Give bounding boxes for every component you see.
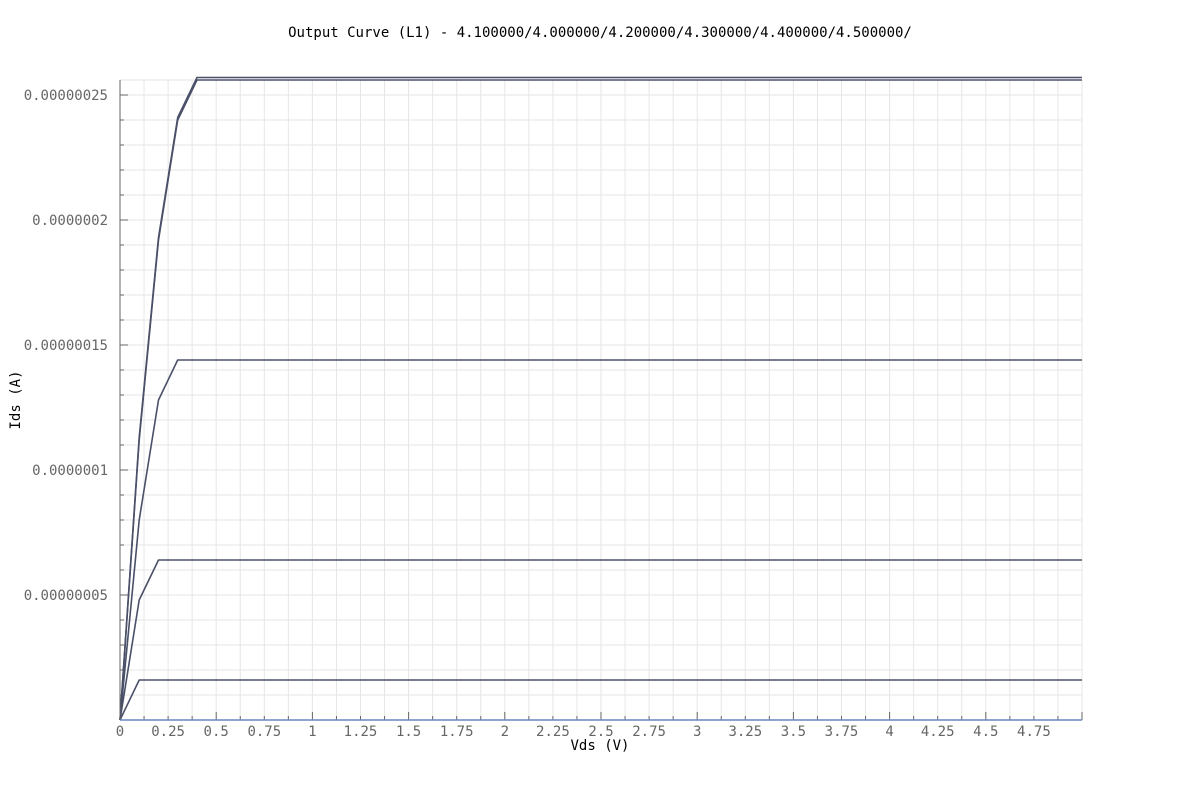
x-tick-label: 1.25 [344, 724, 378, 740]
x-tick-label: 4.75 [1017, 724, 1051, 740]
y-tick-label: 0.0000002 [32, 213, 108, 229]
y-tick-label: 0.0000001 [32, 463, 108, 479]
y-tick-label: 0.00000005 [24, 588, 108, 604]
series-line [119, 679, 1082, 721]
y-tick-label: 0.00000025 [24, 88, 108, 104]
y-tick-label: 0.00000015 [24, 338, 108, 354]
grid-lines [120, 79, 1083, 720]
x-tick-label: 1.75 [440, 724, 474, 740]
chart-title: Output Curve (L1) - 4.100000/4.000000/4.… [288, 25, 912, 41]
x-tick-label: 0.25 [151, 724, 185, 740]
x-tick-label: 3.25 [728, 724, 762, 740]
x-tick-label: 3 [693, 724, 701, 740]
axis-ticks [119, 94, 1083, 721]
x-tick-label: 2.75 [632, 724, 666, 740]
axes [119, 80, 1082, 721]
tick-labels: 0 0.25 0.5 0.75 1 1.25 1.5 1.75 2 2.25 2.5 2.75 3 3.2… [24, 88, 1051, 740]
series-line [119, 359, 1082, 721]
x-tick-label: 4.5 [973, 724, 998, 740]
x-tick-label: 3.75 [825, 724, 859, 740]
x-tick-label: 1 [308, 724, 316, 740]
x-tick-label: 4.25 [921, 724, 955, 740]
x-tick-label: 2.5 [588, 724, 613, 740]
x-tick-label: 0.5 [204, 724, 229, 740]
series-line [119, 76, 1082, 721]
x-tick-label: 3.5 [781, 724, 806, 740]
x-tick-label: 2.25 [536, 724, 570, 740]
series-line [119, 559, 1082, 721]
x-tick-label: 2 [501, 724, 509, 740]
x-axis-label: Vds (V) [570, 738, 629, 754]
x-tick-label: 1.5 [396, 724, 421, 740]
x-tick-label: 0 [116, 724, 124, 740]
x-tick-label: 0.75 [247, 724, 281, 740]
x-tick-label: 4 [885, 724, 893, 740]
y-axis-label: Ids (A) [8, 370, 24, 429]
